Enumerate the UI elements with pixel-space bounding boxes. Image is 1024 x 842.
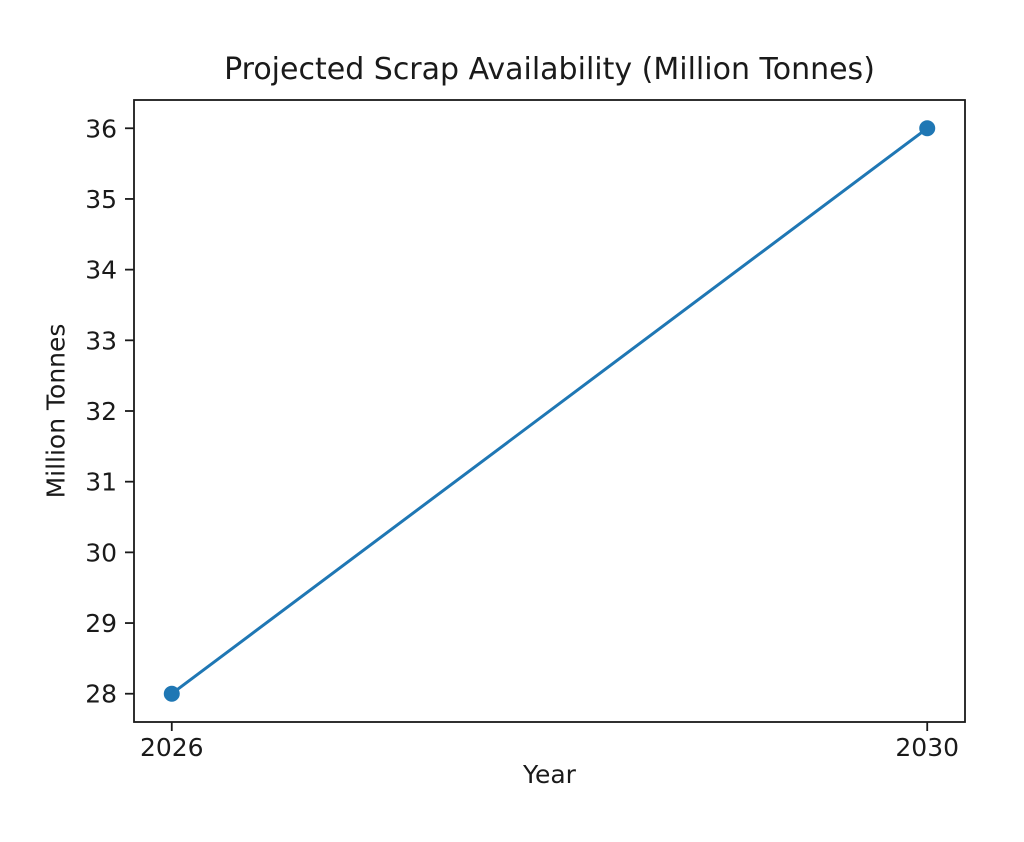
y-tick-label: 32	[85, 397, 117, 426]
y-tick-label: 29	[85, 609, 117, 638]
y-tick-label: 34	[85, 256, 117, 285]
y-tick-label: 31	[85, 468, 117, 497]
y-tick-label: 36	[85, 114, 117, 143]
x-axis-label: Year	[523, 760, 576, 789]
chart-title: Projected Scrap Availability (Million To…	[224, 52, 875, 87]
y-tick-label: 30	[85, 538, 117, 567]
data-line	[170, 126, 929, 696]
y-tick-label: 33	[85, 326, 117, 355]
x-tick-label: 2030	[895, 733, 959, 762]
y-tick-label: 35	[85, 185, 117, 214]
x-tick-label: 2026	[140, 733, 204, 762]
y-tick-label: 28	[85, 680, 117, 709]
data-point	[163, 685, 180, 702]
data-point	[919, 120, 936, 137]
